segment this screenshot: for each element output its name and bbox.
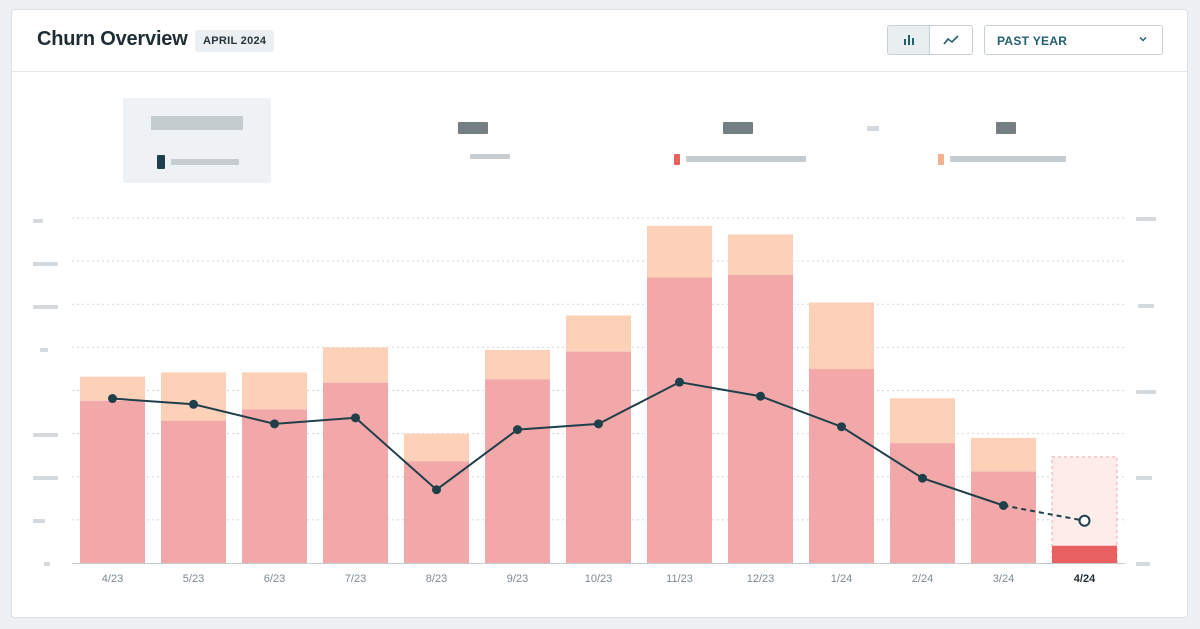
right-axis-tick	[1136, 562, 1150, 566]
rate-point	[351, 413, 360, 423]
right-axis-tick	[1136, 390, 1156, 394]
rate-line-projected	[1003, 504, 1085, 522]
bar-top-segment	[566, 315, 631, 352]
x-tick-label: 8/23	[426, 573, 447, 585]
bar-base-segment	[728, 274, 793, 563]
rate-point	[189, 399, 198, 409]
bar-base-segment	[161, 420, 226, 563]
projected-bar	[1051, 456, 1118, 564]
chart-view-toggle	[887, 25, 973, 55]
bar-base-segment	[647, 277, 712, 563]
x-tick-label: 1/24	[831, 573, 852, 585]
bar-current-churn	[1052, 545, 1117, 563]
rate-point	[270, 419, 279, 429]
left-axis-tick	[33, 305, 58, 309]
bar-base-segment	[242, 409, 307, 563]
left-axis-tick	[33, 519, 45, 523]
bar-top-segment	[485, 349, 550, 380]
rate-point	[675, 377, 684, 387]
stat-label-placeholder	[686, 156, 806, 162]
right-axis-tick	[1138, 304, 1154, 308]
bar-base-segment	[80, 400, 145, 563]
x-tick-label: 10/23	[585, 573, 613, 585]
rate-line	[112, 381, 1004, 507]
rate-point	[432, 485, 441, 495]
date-range-value: PAST YEAR	[997, 34, 1068, 48]
rate-point	[756, 391, 765, 401]
x-tick-label: 6/23	[264, 573, 285, 585]
left-axis-tick	[40, 348, 48, 352]
bar-top-segment	[404, 433, 469, 462]
line-chart-icon	[943, 35, 959, 45]
date-range-select[interactable]: PAST YEAR	[984, 25, 1163, 55]
stat-value-placeholder	[996, 122, 1016, 134]
stat-separator	[867, 126, 879, 131]
period-badge: APRIL 2024	[195, 30, 275, 52]
bar-base-segment	[809, 368, 874, 563]
bar-top-segment	[890, 398, 955, 444]
bar-base-segment	[485, 379, 550, 563]
x-tick-label: 3/24	[993, 573, 1014, 585]
x-tick-label: 4/24	[1074, 573, 1096, 585]
bar-base-segment	[971, 471, 1036, 563]
x-tick-label: 7/23	[345, 573, 366, 585]
rate-point-projected	[1078, 514, 1091, 527]
bar-top-segment	[971, 437, 1036, 472]
bar-chart-icon	[903, 35, 914, 45]
page-title: Churn Overview	[37, 28, 188, 50]
x-tick-label: 2/24	[912, 573, 933, 585]
left-axis-tick	[33, 219, 43, 223]
left-axis-tick	[33, 433, 58, 437]
stat-second	[447, 118, 537, 178]
rate-point	[594, 419, 603, 429]
x-tick-label: 12/23	[747, 573, 775, 585]
bar-top-segment	[161, 372, 226, 421]
rate-point	[513, 425, 522, 435]
stat-legend-swatch	[157, 155, 165, 169]
left-axis-tick	[33, 476, 58, 480]
stat-legend-swatch	[674, 154, 680, 165]
right-axis-tick	[1136, 476, 1152, 480]
bar-base-segment	[566, 351, 631, 563]
bar-base-segment	[323, 382, 388, 563]
stat-fourth	[934, 118, 1084, 178]
card-header: Churn Overview APRIL 2024 PAST YEAR	[12, 10, 1187, 72]
stat-value-placeholder	[458, 122, 488, 134]
rate-point	[999, 501, 1008, 510]
stat-label-placeholder	[950, 156, 1066, 162]
bar-view-button[interactable]	[888, 26, 931, 54]
stat-total-churn[interactable]	[123, 98, 271, 183]
left-axis-tick	[44, 562, 50, 566]
stat-third	[672, 118, 822, 178]
bar-base-segment	[404, 461, 469, 563]
stat-legend-swatch	[938, 154, 944, 165]
rate-point	[837, 422, 846, 432]
stat-label-placeholder	[171, 159, 239, 165]
rate-point	[108, 394, 117, 404]
bar-top-segment	[728, 234, 793, 275]
rate-point	[918, 473, 927, 483]
bar-top-segment	[647, 225, 712, 278]
bar-base-segment	[890, 443, 955, 563]
x-tick-label: 4/23	[102, 573, 123, 585]
x-tick-label: 5/23	[183, 573, 204, 585]
chevron-down-icon	[1139, 36, 1147, 42]
x-tick-label: 11/23	[666, 573, 693, 585]
bar-top-segment	[809, 302, 874, 369]
stat-value-placeholder	[723, 122, 753, 134]
left-axis-tick	[33, 262, 58, 266]
x-tick-label: 9/23	[507, 573, 528, 585]
line-view-button[interactable]	[930, 26, 972, 54]
right-axis-tick	[1136, 217, 1156, 221]
stat-label-placeholder	[470, 154, 510, 159]
bar-top-segment	[323, 347, 388, 383]
stat-value-placeholder	[151, 116, 243, 130]
bar-top-segment	[242, 372, 307, 410]
